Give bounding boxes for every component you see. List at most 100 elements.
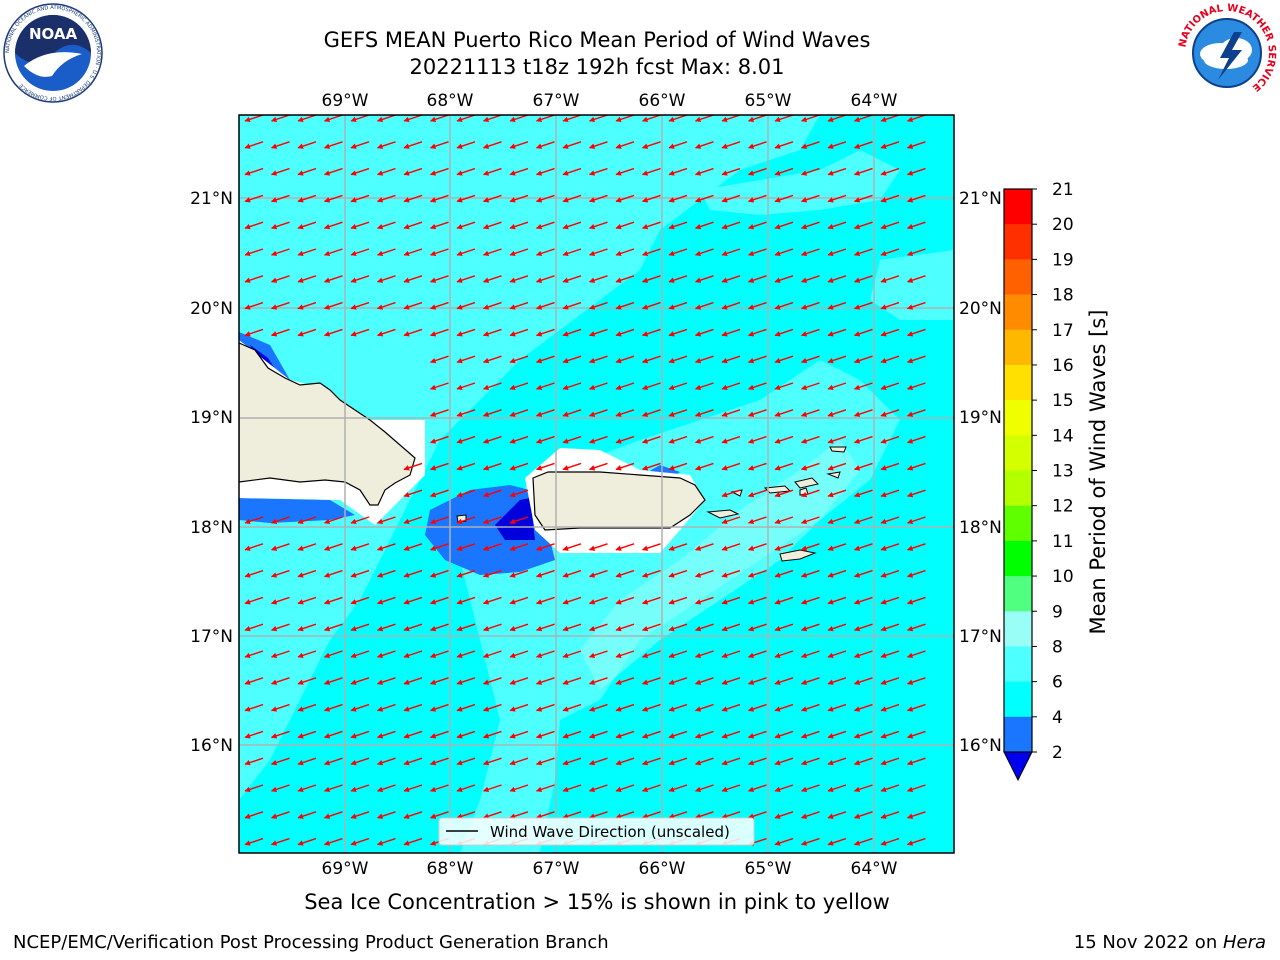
wave-direction-arrow [588, 543, 608, 551]
wave-direction-arrow [270, 703, 290, 712]
wave-direction-arrow [641, 784, 661, 793]
wave-direction-arrow [376, 596, 396, 605]
wave-direction-arrow [615, 382, 635, 391]
lat-label: 18°N [190, 518, 233, 538]
wave-direction-arrow [853, 569, 873, 578]
colorbar-segment [1004, 540, 1032, 577]
wave-direction-arrow [270, 596, 290, 605]
wave-direction-arrow [376, 543, 396, 551]
graticule [239, 115, 954, 853]
wave-direction-arrow [403, 730, 423, 739]
wave-direction-arrow [535, 221, 555, 230]
wave-direction-arrow [827, 784, 847, 793]
wave-direction-arrow [906, 115, 926, 123]
wave-direction-arrow [774, 275, 794, 283]
wave-direction-arrow [535, 703, 555, 712]
lon-label: 66°W [639, 859, 686, 879]
wave-direction-arrow [906, 757, 926, 766]
wave-direction-arrow [721, 328, 741, 337]
wave-direction-arrow [535, 784, 555, 793]
wave-direction-arrow [509, 435, 529, 444]
wave-direction-arrow [827, 596, 847, 605]
wave-direction-arrow [747, 382, 767, 391]
lon-label: 67°W [533, 91, 580, 111]
wave-direction-arrow [588, 677, 608, 685]
wave-direction-arrow [774, 543, 794, 551]
wave-direction-arrow [880, 141, 900, 149]
wave-direction-arrow [562, 194, 582, 203]
wave-direction-arrow [403, 462, 423, 471]
wave-direction-arrow [853, 355, 873, 364]
wave-direction-arrow [588, 435, 608, 444]
wave-direction-arrow [853, 837, 873, 846]
colorbar-segment [1004, 505, 1032, 542]
wave-direction-arrow [747, 355, 767, 364]
wave-direction-arrow [641, 811, 661, 819]
wave-direction-arrow [800, 115, 820, 123]
wave-direction-arrow [588, 141, 608, 149]
wave-direction-arrow [562, 757, 582, 766]
wave-direction-arrow [403, 516, 423, 525]
wave-direction-arrow [323, 167, 343, 176]
wave-direction-arrow [350, 167, 370, 176]
wave-direction-arrow [615, 221, 635, 230]
wave-direction-arrow [429, 543, 449, 551]
wave-direction-arrow [827, 569, 847, 578]
wave-direction-arrow [800, 623, 820, 632]
wave-direction-arrow [668, 730, 688, 739]
wave-direction-arrow [774, 784, 794, 793]
wave-direction-arrow [323, 275, 343, 283]
wave-direction-arrow [350, 516, 370, 525]
wave-direction-arrow [694, 569, 714, 578]
wave-direction-arrow [403, 784, 423, 793]
wave-direction-arrow [853, 677, 873, 685]
wave-direction-arrow [668, 221, 688, 230]
wave-direction-arrow [694, 167, 714, 176]
wave-direction-arrow [880, 837, 900, 846]
wave-direction-arrow [403, 194, 423, 203]
wave-direction-arrow [774, 462, 794, 471]
wave-direction-arrow [906, 462, 926, 471]
colorbar-tick-label: 6 [1052, 673, 1063, 693]
wave-direction-arrow [747, 301, 767, 310]
wave-direction-arrow [615, 650, 635, 659]
wave-direction-arrow [774, 301, 794, 310]
wave-direction-arrow [827, 167, 847, 176]
lat-label: 20°N [190, 299, 233, 319]
wave-direction-arrow [403, 569, 423, 578]
wave-direction-arrow [429, 730, 449, 739]
wave-direction-arrow [270, 757, 290, 766]
wave-direction-arrow [350, 328, 370, 337]
wave-direction-arrow [535, 435, 555, 444]
wave-direction-arrow [482, 275, 502, 283]
wave-direction-arrow [244, 275, 264, 283]
wave-direction-arrow [482, 328, 502, 337]
wave-direction-arrow [482, 382, 502, 391]
wave-direction-arrow [747, 730, 767, 739]
wave-direction-arrow [509, 784, 529, 793]
wave-direction-arrow [615, 730, 635, 739]
legend-label: Wind Wave Direction (unscaled) [490, 823, 730, 841]
wave-direction-arrow [456, 275, 476, 283]
wave-direction-arrow [323, 677, 343, 685]
wave-direction-arrow [297, 757, 317, 766]
wave-direction-arrow [668, 248, 688, 257]
wave-direction-arrow [244, 677, 264, 685]
wave-direction-arrow [721, 409, 741, 417]
wave-direction-arrow [376, 194, 396, 203]
wave-direction-arrow [721, 784, 741, 793]
wave-direction-arrow [482, 650, 502, 659]
footer-date: 15 Nov 2022 on Hera [1074, 932, 1266, 953]
wave-direction-arrow [641, 167, 661, 176]
lat-label: 16°N [959, 736, 1002, 756]
wave-direction-arrow [747, 194, 767, 203]
wave-direction-arrow [880, 516, 900, 525]
wave-direction-arrow [880, 221, 900, 230]
wave-direction-arrow [456, 516, 476, 525]
wave-direction-arrow [297, 569, 317, 578]
wave-direction-arrow [403, 167, 423, 176]
wave-direction-arrow [615, 141, 635, 149]
wave-direction-arrow [562, 141, 582, 149]
wave-direction-arrow [429, 650, 449, 659]
wave-direction-arrow [562, 543, 582, 551]
